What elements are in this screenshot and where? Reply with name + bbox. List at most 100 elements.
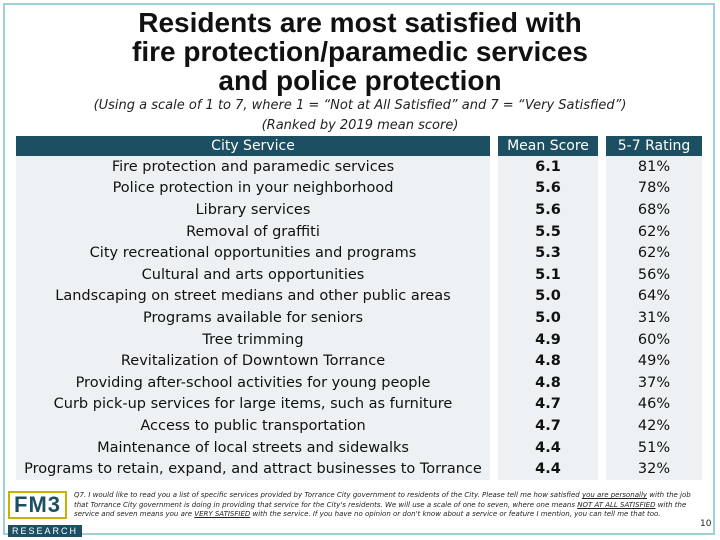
cell-gap [598,393,606,416]
table-row: Curb pick-up services for large items, s… [16,393,702,416]
cell-gap [490,371,498,394]
table-header-row: City Service Mean Score 5-7 Rating [16,136,702,156]
cell-gap [598,415,606,437]
cell-gap [490,285,498,308]
question-footnote: Q7. I would like to read you a list of s… [74,491,694,520]
mean-score-cell: 4.4 [498,458,598,480]
mean-score-cell: 5.5 [498,220,598,243]
cell-gap [490,220,498,243]
table-row: Library services 5.6 68% [16,199,702,221]
service-cell: Programs available for seniors [16,307,490,329]
rating-cell: 60% [606,328,702,351]
service-cell: Revitalization of Downtown Torrance [16,350,490,372]
mean-score-cell: 4.8 [498,371,598,394]
rating-cell: 46% [606,393,702,416]
cell-gap [598,307,606,329]
table-body: Fire protection and paramedic services 6.… [16,156,702,480]
footnote-underline-3: VERY SATISFIED [194,510,251,519]
service-cell: Fire protection and paramedic services [16,156,490,178]
table-row: Access to public transportation 4.7 42% [16,415,702,437]
footer: FM3 RESEARCH Q7. I would like to read yo… [0,487,720,537]
slide-title: Residents are most satisfied with fire p… [0,8,720,95]
cell-gap [598,350,606,372]
mean-score-cell: 5.6 [498,177,598,200]
rating-cell: 32% [606,458,702,480]
table-row: Programs to retain, expand, and attract … [16,458,702,480]
mean-score-cell: 4.4 [498,436,598,459]
logo-name: FM3 [8,491,67,519]
cell-gap [598,220,606,243]
fm3-logo: FM3 RESEARCH [8,491,83,537]
footnote-text-2: with the job that Torrance City governme… [74,491,691,509]
title-line-1: Residents are most satisfied with [138,7,582,38]
mean-score-cell: 5.1 [498,263,598,286]
table-row: Cultural and arts opportunities 5.1 56% [16,263,702,286]
logo-sub: RESEARCH [8,525,83,537]
cell-gap [490,350,498,372]
cell-gap [490,263,498,286]
cell-gap [490,307,498,329]
rating-cell: 78% [606,177,702,200]
cell-gap [598,199,606,221]
rating-cell: 51% [606,436,702,459]
mean-score-cell: 4.8 [498,350,598,372]
service-cell: Programs to retain, expand, and attract … [16,458,490,480]
cell-gap [598,285,606,308]
satisfaction-table: City Service Mean Score 5-7 Rating Fire … [16,136,702,480]
ranking-subtitle: (Ranked by 2019 mean score) [261,118,459,133]
footnote-underline-1: you are personally [581,491,648,499]
cell-gap [598,156,606,178]
title-line-3: and police protection [218,65,502,96]
cell-gap [598,328,606,351]
cell-gap [490,156,498,178]
rating-cell: 49% [606,350,702,372]
rating-cell: 62% [606,220,702,243]
mean-score-cell: 5.6 [498,199,598,221]
cell-gap [598,458,606,480]
rating-cell: 37% [606,371,702,394]
cell-gap [598,242,606,264]
header-gap [598,136,606,156]
table-row: City recreational opportunities and prog… [16,242,702,264]
mean-score-cell: 5.3 [498,242,598,264]
service-cell: City recreational opportunities and prog… [16,242,490,264]
footnote-text-3: with the service and seven means you are [74,500,687,519]
service-cell: Access to public transportation [16,415,490,437]
footnote-underline-2: NOT AT ALL SATISFIED [577,500,656,509]
title-line-2: fire protection/paramedic services [132,36,588,67]
cell-gap [490,458,498,480]
table-row: Removal of graffiti 5.5 62% [16,220,702,243]
service-cell: Library services [16,199,490,221]
service-cell: Providing after-school activities for yo… [16,371,490,394]
slide-frame [3,3,715,535]
cell-gap [598,177,606,200]
page-number: 10 [700,519,712,529]
service-cell: Curb pick-up services for large items, s… [16,393,490,416]
rating-cell: 81% [606,156,702,178]
service-cell: Police protection in your neighborhood [16,177,490,200]
mean-score-cell: 4.7 [498,415,598,437]
cell-gap [598,436,606,459]
table-row: Landscaping on street medians and other … [16,285,702,308]
rating-cell: 42% [606,415,702,437]
table-row: Fire protection and paramedic services 6.… [16,156,702,178]
cell-gap [490,242,498,264]
table-row: Programs available for seniors 5.0 31% [16,307,702,329]
rating-cell: 68% [606,199,702,221]
mean-score-cell: 4.9 [498,328,598,351]
mean-score-cell: 5.0 [498,307,598,329]
footnote-text-4: with the service. If you have no opinion… [250,510,661,519]
service-cell: Landscaping on street medians and other … [16,285,490,308]
service-cell: Cultural and arts opportunities [16,263,490,286]
header-rating: 5-7 Rating [606,136,702,156]
service-cell: Removal of graffiti [16,220,490,243]
table-row: Tree trimming 4.9 60% [16,328,702,351]
cell-gap [490,199,498,221]
rating-cell: 31% [606,307,702,329]
rating-cell: 62% [606,242,702,264]
service-cell: Maintenance of local streets and sidewal… [16,436,490,459]
cell-gap [598,371,606,394]
table-row: Revitalization of Downtown Torrance 4.8 49… [16,350,702,372]
table-row: Police protection in your neighborhood 5.… [16,177,702,200]
mean-score-cell: 5.0 [498,285,598,308]
